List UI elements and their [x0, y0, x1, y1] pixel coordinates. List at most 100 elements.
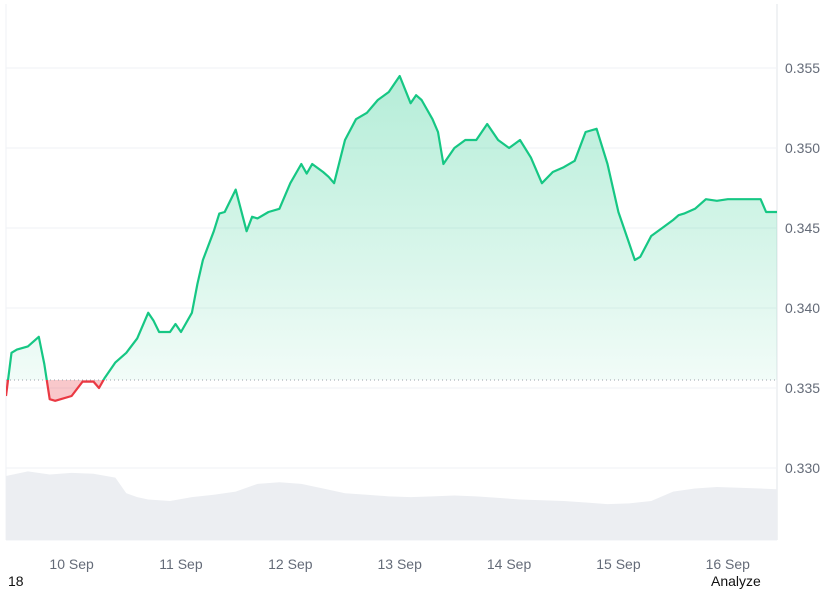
price-point: [607, 163, 608, 164]
price-point: [705, 199, 706, 200]
price-point: [301, 163, 302, 164]
price-point: [410, 103, 411, 104]
price-point: [169, 331, 170, 332]
price-point: [519, 139, 520, 140]
price-point: [377, 99, 378, 100]
price-point: [437, 131, 438, 132]
price-point: [109, 370, 110, 371]
y-tick-label: 0.340: [785, 300, 820, 316]
footer-left-text: 18: [8, 573, 24, 589]
price-point: [776, 211, 777, 212]
price-point: [11, 352, 12, 353]
price-point: [563, 167, 564, 168]
price-point: [738, 199, 739, 200]
price-point: [498, 139, 499, 140]
price-point: [252, 216, 253, 217]
price-point: [126, 352, 127, 353]
price-point: [344, 139, 345, 140]
x-tick-label: 14 Sep: [487, 556, 532, 572]
price-point: [202, 259, 203, 260]
price-point: [180, 331, 181, 332]
price-point: [596, 128, 597, 129]
x-tick-label: 15 Sep: [596, 556, 641, 572]
price-point: [760, 199, 761, 200]
x-tick-label: 10 Sep: [49, 556, 94, 572]
price-point: [328, 176, 329, 177]
price-point: [678, 215, 679, 216]
price-point: [104, 378, 105, 379]
price-point: [465, 139, 466, 140]
price-point: [749, 199, 750, 200]
price-point: [476, 139, 477, 140]
price-point: [27, 346, 28, 347]
y-tick-label: 0.335: [785, 380, 820, 396]
price-point: [312, 163, 313, 164]
price-point: [49, 399, 50, 400]
price-point: [618, 211, 619, 212]
price-point: [323, 171, 324, 172]
price-point: [235, 189, 236, 190]
price-point: [5, 395, 6, 396]
price-point: [432, 119, 433, 120]
price-line-up: [6, 74, 777, 380]
price-point: [716, 200, 717, 201]
price-point: [93, 381, 94, 382]
price-point: [268, 211, 269, 212]
x-tick-label: 11 Sep: [159, 556, 203, 572]
price-point: [82, 381, 83, 382]
price-point: [694, 208, 695, 209]
price-point: [334, 183, 335, 184]
price-point: [443, 163, 444, 164]
price-point: [197, 283, 198, 284]
price-point: [153, 320, 154, 321]
price-point: [421, 99, 422, 100]
y-tick-label: 0.345: [785, 220, 820, 236]
price-point: [683, 213, 684, 214]
analyze-link[interactable]: Analyze: [711, 573, 761, 589]
price-point: [191, 312, 192, 313]
y-tick-label: 0.330: [785, 460, 820, 476]
price-point: [727, 199, 728, 200]
price-point: [16, 349, 17, 350]
price-point: [159, 331, 160, 332]
price-point: [454, 147, 455, 148]
price-point: [651, 235, 652, 236]
price-point: [673, 219, 674, 220]
price-point: [585, 131, 586, 132]
price-point: [399, 75, 400, 76]
price-point: [640, 256, 641, 257]
price-point: [541, 183, 542, 184]
price-point: [246, 231, 247, 232]
price-point: [416, 95, 417, 96]
price-point: [148, 312, 149, 313]
price-point: [219, 213, 220, 214]
price-area-up: [6, 76, 777, 380]
price-point: [213, 231, 214, 232]
price-point: [279, 208, 280, 209]
volume-area: [6, 471, 777, 540]
x-tick-label: 12 Sep: [268, 556, 313, 572]
price-point: [634, 259, 635, 260]
price-point: [98, 387, 99, 388]
price-point: [662, 227, 663, 228]
price-point: [175, 323, 176, 324]
price-point: [487, 123, 488, 124]
price-point: [290, 183, 291, 184]
price-point: [509, 147, 510, 148]
price-point: [355, 119, 356, 120]
price-point: [771, 211, 772, 212]
price-point: [137, 338, 138, 339]
price-point: [629, 243, 630, 244]
price-point: [552, 171, 553, 172]
price-point: [38, 336, 39, 337]
y-tick-label: 0.355: [785, 60, 820, 76]
price-point: [574, 160, 575, 161]
price-point: [766, 211, 767, 212]
price-point: [71, 395, 72, 396]
price-point: [306, 173, 307, 174]
price-point: [366, 112, 367, 113]
price-point: [115, 362, 116, 363]
price-point: [60, 399, 61, 400]
price-point: [257, 218, 258, 219]
